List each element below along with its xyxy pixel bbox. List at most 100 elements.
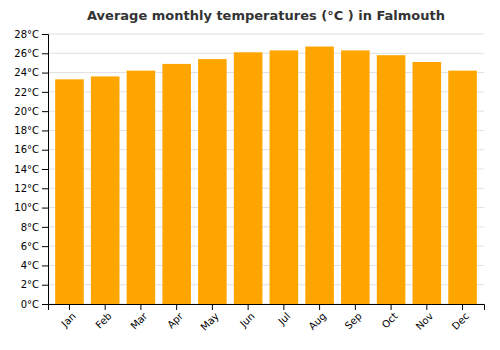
x-tick-mark: [248, 304, 249, 310]
y-tick-mark: [42, 130, 48, 131]
grid-line: [48, 34, 484, 35]
title: Average monthly temperatures (°C ) in Fa…: [87, 8, 445, 23]
x-tick: Mar: [128, 304, 150, 331]
bars: [55, 47, 477, 304]
x-tick-label: Nov: [414, 310, 436, 332]
x-tick-mark: [176, 304, 177, 310]
y-tick: 26°C: [14, 48, 48, 59]
y-tick: 0°C: [21, 299, 48, 310]
y-tick: 16°C: [14, 144, 48, 155]
y-tick-label: 18°C: [14, 125, 39, 136]
bar: [91, 76, 120, 304]
bar: [234, 52, 263, 304]
y-tick: 10°C: [14, 202, 48, 213]
y-tick-mark: [42, 227, 48, 228]
x-tick-mark: [319, 304, 320, 310]
grid-line: [48, 53, 484, 54]
x-tick-label: Dec: [450, 310, 471, 331]
x-tick-label: Sep: [343, 310, 364, 331]
x-tick-mark: [355, 304, 356, 310]
y-tick-label: 22°C: [14, 87, 39, 98]
y-tick: 18°C: [14, 125, 48, 136]
y-tick-label: 10°C: [14, 202, 39, 213]
y-tick-mark: [42, 208, 48, 209]
bar: [270, 50, 299, 304]
x-tick-mark: [462, 304, 463, 310]
x-tick: Nov: [414, 304, 436, 332]
x-tick: Feb: [93, 304, 113, 331]
y-tick-label: 6°C: [21, 241, 39, 252]
x-tick-mark: [283, 304, 284, 310]
x-tick-label: Jun: [237, 310, 257, 330]
bar: [198, 59, 227, 304]
y-tick: 14°C: [14, 164, 48, 175]
y-tick: 6°C: [21, 241, 48, 252]
y-tick-mark: [42, 285, 48, 286]
bar: [162, 64, 191, 304]
y-tick: 20°C: [14, 106, 48, 117]
y-tick-label: 20°C: [14, 106, 39, 117]
y-tick-mark: [42, 188, 48, 189]
y-tick: 28°C: [14, 29, 48, 40]
y-tick: 2°C: [21, 279, 48, 290]
y-tick-label: 12°C: [14, 183, 39, 194]
x-tick: Jul: [275, 304, 292, 327]
x-tick: Jun: [237, 304, 257, 330]
y-tick-mark: [42, 304, 48, 305]
x-tick: Oct: [380, 304, 400, 330]
x-tick-mark: [426, 304, 427, 310]
bar: [413, 62, 442, 304]
y-tick-label: 16°C: [14, 144, 39, 155]
y-tick-label: 4°C: [21, 260, 39, 271]
y-tick-mark: [42, 169, 48, 170]
bar: [55, 79, 84, 304]
y-tick-label: 24°C: [14, 67, 39, 78]
x-tick-label: May: [198, 310, 220, 332]
x-tick-mark: [140, 304, 141, 310]
y-tick: 22°C: [14, 87, 48, 98]
x-tick: Apr: [165, 304, 186, 330]
y-tick: 4°C: [21, 260, 48, 271]
x-tick-label: Feb: [93, 310, 113, 330]
x-tick-mark: [105, 304, 106, 310]
x-axis-line: [49, 305, 485, 311]
x-tick-label: Jan: [59, 310, 78, 329]
y-tick-mark: [42, 111, 48, 112]
y-tick-mark: [42, 34, 48, 35]
x-tick-mark: [69, 304, 70, 310]
y-tick: 8°C: [21, 222, 48, 233]
y-tick-label: 0°C: [21, 299, 39, 310]
y-tick-mark: [42, 150, 48, 151]
y-tick-mark: [42, 265, 48, 266]
x-tick: Aug: [307, 304, 329, 332]
grid: [48, 34, 484, 304]
bar: [305, 47, 334, 304]
y-tick-mark: [42, 53, 48, 54]
x-tick-mark: [391, 304, 392, 310]
y-axis: 0°C 2°C 4°C 6°C 8°C 10°C 12°C 14°C 16°C 18°C 20°C 2…: [14, 29, 48, 310]
x-tick-label: Jul: [275, 310, 292, 327]
x-tick: May: [198, 304, 220, 333]
chart: 0°C 2°C 4°C 6°C 8°C 10°C 12°C 14°C 16°C 18°C 20°C 2…: [0, 0, 500, 350]
x-tick: Sep: [343, 304, 364, 331]
x-tick: Jan: [59, 304, 78, 330]
x-tick-label: Aug: [307, 310, 329, 332]
bar: [448, 71, 477, 304]
y-tick-mark: [42, 246, 48, 247]
y-tick: 12°C: [14, 183, 48, 194]
y-tick: 24°C: [14, 67, 48, 78]
y-tick-label: 26°C: [14, 48, 39, 59]
plot: 0°C 2°C 4°C 6°C 8°C 10°C 12°C 14°C 16°C 18°C 20°C 2…: [14, 29, 484, 333]
y-tick-mark: [42, 73, 48, 74]
y-tick-label: 14°C: [14, 164, 39, 175]
x-tick-mark: [212, 304, 213, 310]
y-axis-line: [42, 35, 49, 305]
bar: [377, 55, 406, 304]
x-tick: Dec: [450, 304, 471, 332]
y-tick-label: 8°C: [21, 222, 39, 233]
y-tick-label: 2°C: [21, 279, 39, 290]
y-tick-mark: [42, 92, 48, 93]
y-tick-label: 28°C: [14, 29, 39, 40]
x-tick-label: Oct: [380, 310, 400, 330]
bar: [341, 50, 370, 304]
